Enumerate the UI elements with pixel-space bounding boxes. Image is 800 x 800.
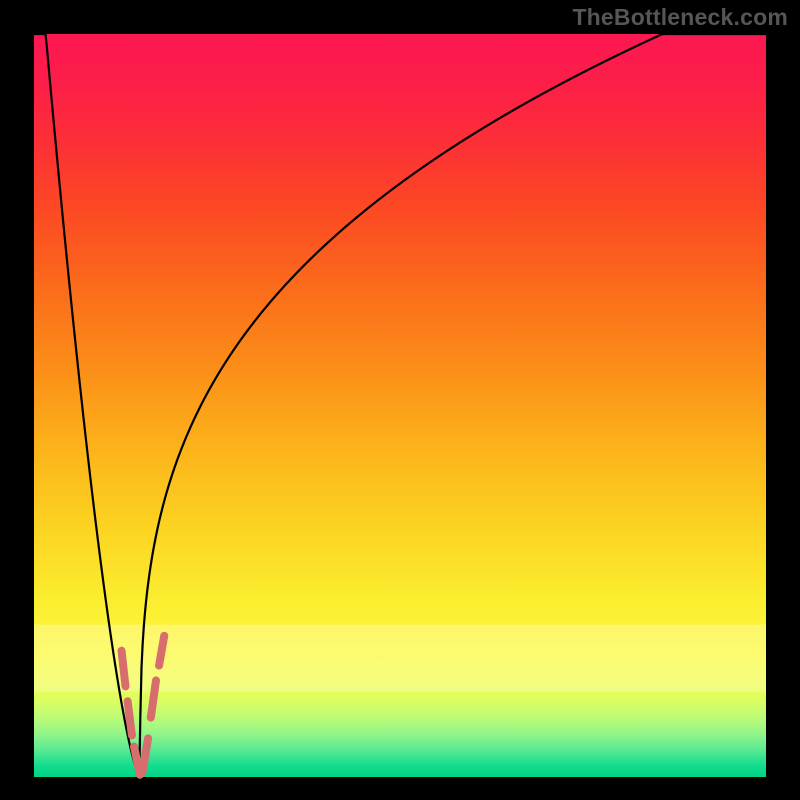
chart-stage: TheBottleneck.com: [0, 0, 800, 800]
chart-svg: [0, 0, 800, 800]
valley-marker-segment: [128, 701, 132, 735]
valley-marker-segment: [159, 636, 164, 666]
valley-marker-segment: [142, 738, 148, 773]
watermark-text: TheBottleneck.com: [572, 4, 788, 31]
valley-marker-segment: [151, 680, 156, 717]
valley-marker-segment: [122, 651, 126, 687]
